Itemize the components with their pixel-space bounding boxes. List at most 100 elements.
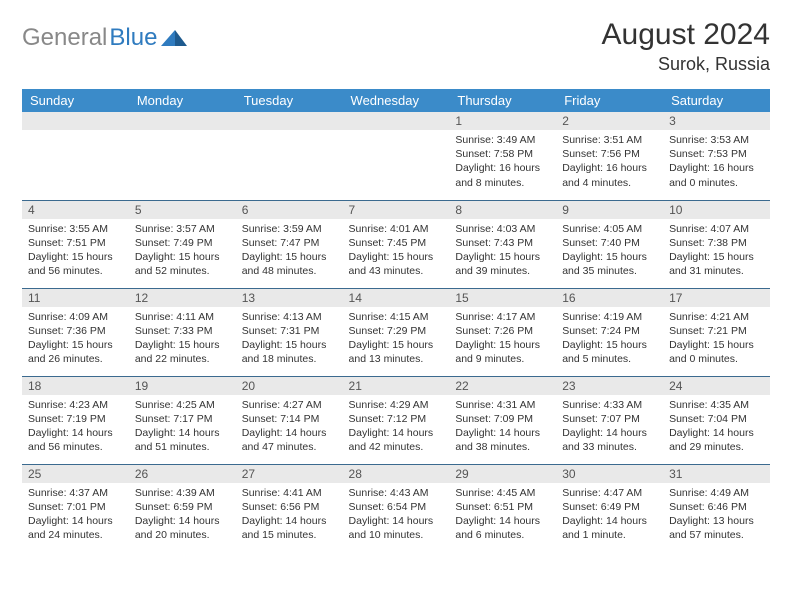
day-cell: 24Sunrise: 4:35 AMSunset: 7:04 PMDayligh… [663,376,770,464]
daylight-line2: and 10 minutes. [349,528,444,542]
daylight-line1: Daylight: 15 hours [349,250,444,264]
day-cell: 26Sunrise: 4:39 AMSunset: 6:59 PMDayligh… [129,464,236,552]
sunrise-text: Sunrise: 4:05 AM [562,222,657,236]
sunset-text: Sunset: 7:33 PM [135,324,230,338]
sunset-text: Sunset: 7:49 PM [135,236,230,250]
sunset-text: Sunset: 7:04 PM [669,412,764,426]
sunset-text: Sunset: 7:07 PM [562,412,657,426]
day-cell: 16Sunrise: 4:19 AMSunset: 7:24 PMDayligh… [556,288,663,376]
day-details: Sunrise: 3:57 AMSunset: 7:49 PMDaylight:… [129,219,236,283]
day-cell: 20Sunrise: 4:27 AMSunset: 7:14 PMDayligh… [236,376,343,464]
week-row: 4Sunrise: 3:55 AMSunset: 7:51 PMDaylight… [22,200,770,288]
daylight-line2: and 6 minutes. [455,528,550,542]
day-cell: 7Sunrise: 4:01 AMSunset: 7:45 PMDaylight… [343,200,450,288]
day-cell: 5Sunrise: 3:57 AMSunset: 7:49 PMDaylight… [129,200,236,288]
day-cell: 28Sunrise: 4:43 AMSunset: 6:54 PMDayligh… [343,464,450,552]
day-details: Sunrise: 4:47 AMSunset: 6:49 PMDaylight:… [556,483,663,547]
daylight-line1: Daylight: 15 hours [455,250,550,264]
sunrise-text: Sunrise: 4:37 AM [28,486,123,500]
dayname-wednesday: Wednesday [343,89,450,112]
day-cell: 10Sunrise: 4:07 AMSunset: 7:38 PMDayligh… [663,200,770,288]
day-details: Sunrise: 4:15 AMSunset: 7:29 PMDaylight:… [343,307,450,371]
day-cell: 22Sunrise: 4:31 AMSunset: 7:09 PMDayligh… [449,376,556,464]
day-details: Sunrise: 4:23 AMSunset: 7:19 PMDaylight:… [22,395,129,459]
day-cell: 23Sunrise: 4:33 AMSunset: 7:07 PMDayligh… [556,376,663,464]
daylight-line2: and 4 minutes. [562,176,657,190]
daylight-line2: and 24 minutes. [28,528,123,542]
sunrise-text: Sunrise: 3:59 AM [242,222,337,236]
day-cell: 30Sunrise: 4:47 AMSunset: 6:49 PMDayligh… [556,464,663,552]
day-number [236,112,343,130]
sunrise-text: Sunrise: 3:55 AM [28,222,123,236]
day-number: 4 [22,201,129,219]
day-details: Sunrise: 4:43 AMSunset: 6:54 PMDaylight:… [343,483,450,547]
day-number: 31 [663,465,770,483]
day-number: 29 [449,465,556,483]
day-number: 26 [129,465,236,483]
day-number: 13 [236,289,343,307]
sunrise-text: Sunrise: 3:57 AM [135,222,230,236]
day-number: 24 [663,377,770,395]
sunset-text: Sunset: 7:09 PM [455,412,550,426]
sunrise-text: Sunrise: 4:07 AM [669,222,764,236]
sunrise-text: Sunrise: 4:23 AM [28,398,123,412]
day-details: Sunrise: 3:55 AMSunset: 7:51 PMDaylight:… [22,219,129,283]
calendar-page: General Blue August 2024 Surok, Russia S… [0,0,792,562]
sunset-text: Sunset: 6:54 PM [349,500,444,514]
day-number: 23 [556,377,663,395]
sunrise-text: Sunrise: 4:39 AM [135,486,230,500]
sunrise-text: Sunrise: 4:03 AM [455,222,550,236]
daylight-line1: Daylight: 14 hours [455,426,550,440]
day-number: 5 [129,201,236,219]
sunrise-text: Sunrise: 3:49 AM [455,133,550,147]
day-number: 9 [556,201,663,219]
sunrise-text: Sunrise: 4:49 AM [669,486,764,500]
daylight-line2: and 35 minutes. [562,264,657,278]
day-cell: 25Sunrise: 4:37 AMSunset: 7:01 PMDayligh… [22,464,129,552]
day-details: Sunrise: 4:31 AMSunset: 7:09 PMDaylight:… [449,395,556,459]
sunset-text: Sunset: 7:47 PM [242,236,337,250]
sunrise-text: Sunrise: 4:19 AM [562,310,657,324]
daylight-line1: Daylight: 14 hours [135,426,230,440]
daylight-line1: Daylight: 15 hours [349,338,444,352]
day-details: Sunrise: 4:45 AMSunset: 6:51 PMDaylight:… [449,483,556,547]
sunrise-text: Sunrise: 4:27 AM [242,398,337,412]
daylight-line2: and 51 minutes. [135,440,230,454]
daylight-line2: and 48 minutes. [242,264,337,278]
calendar-table: SundayMondayTuesdayWednesdayThursdayFrid… [22,89,770,552]
daylight-line2: and 38 minutes. [455,440,550,454]
daylight-line2: and 39 minutes. [455,264,550,278]
day-details: Sunrise: 4:13 AMSunset: 7:31 PMDaylight:… [236,307,343,371]
daylight-line1: Daylight: 15 hours [669,338,764,352]
daylight-line2: and 0 minutes. [669,176,764,190]
day-cell: 15Sunrise: 4:17 AMSunset: 7:26 PMDayligh… [449,288,556,376]
sunset-text: Sunset: 7:01 PM [28,500,123,514]
day-number: 6 [236,201,343,219]
daylight-line1: Daylight: 15 hours [669,250,764,264]
daylight-line1: Daylight: 15 hours [455,338,550,352]
daylight-line2: and 8 minutes. [455,176,550,190]
location-label: Surok, Russia [602,54,770,75]
daylight-line1: Daylight: 15 hours [562,250,657,264]
daylight-line2: and 57 minutes. [669,528,764,542]
daylight-line1: Daylight: 16 hours [562,161,657,175]
sunrise-text: Sunrise: 4:31 AM [455,398,550,412]
sunset-text: Sunset: 7:40 PM [562,236,657,250]
day-cell: 9Sunrise: 4:05 AMSunset: 7:40 PMDaylight… [556,200,663,288]
daylight-line1: Daylight: 14 hours [28,514,123,528]
daylight-line2: and 9 minutes. [455,352,550,366]
day-details: Sunrise: 3:49 AMSunset: 7:58 PMDaylight:… [449,130,556,194]
day-details: Sunrise: 3:51 AMSunset: 7:56 PMDaylight:… [556,130,663,194]
daylight-line1: Daylight: 15 hours [562,338,657,352]
week-row: 18Sunrise: 4:23 AMSunset: 7:19 PMDayligh… [22,376,770,464]
day-number: 8 [449,201,556,219]
dayname-sunday: Sunday [22,89,129,112]
day-cell: 17Sunrise: 4:21 AMSunset: 7:21 PMDayligh… [663,288,770,376]
sunrise-text: Sunrise: 4:35 AM [669,398,764,412]
daylight-line1: Daylight: 14 hours [562,514,657,528]
day-cell: 14Sunrise: 4:15 AMSunset: 7:29 PMDayligh… [343,288,450,376]
day-details: Sunrise: 4:05 AMSunset: 7:40 PMDaylight:… [556,219,663,283]
day-number: 2 [556,112,663,130]
daylight-line2: and 52 minutes. [135,264,230,278]
daylight-line1: Daylight: 14 hours [28,426,123,440]
